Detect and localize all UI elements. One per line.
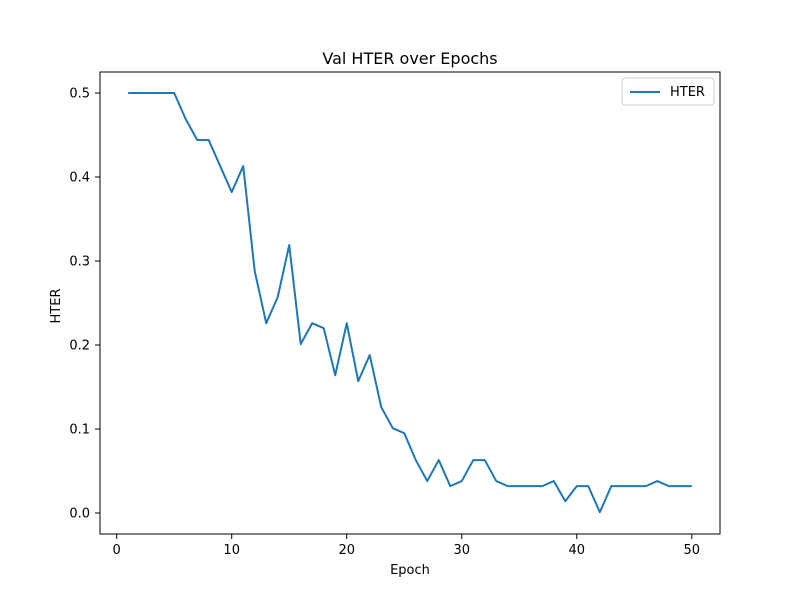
y-tick-label: 0.2	[69, 339, 90, 354]
y-tick-label: 0.1	[69, 423, 90, 438]
x-tick-label: 20	[338, 543, 355, 558]
x-tick-label: 40	[569, 543, 586, 558]
x-tick-label: 30	[453, 543, 470, 558]
legend: HTER	[622, 78, 714, 105]
legend-label-hter: HTER	[670, 85, 705, 100]
x-tick-label: 50	[684, 543, 701, 558]
x-tick-label: 0	[113, 543, 121, 558]
y-tick-label: 0.0	[69, 507, 90, 522]
y-tick-label: 0.4	[69, 171, 90, 186]
x-tick-label: 10	[223, 543, 240, 558]
y-tick-label: 0.5	[69, 87, 90, 102]
x-axis-label: Epoch	[390, 563, 430, 578]
y-tick-label: 0.3	[69, 255, 90, 270]
y-axis-label: HTER	[49, 289, 64, 324]
chart-title: Val HTER over Epochs	[322, 49, 497, 68]
